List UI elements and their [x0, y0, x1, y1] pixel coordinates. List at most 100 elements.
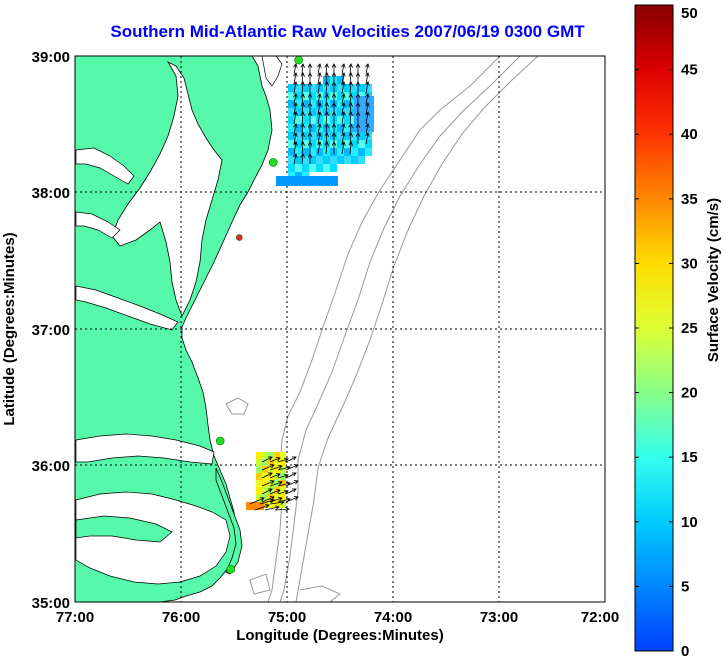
current-arrow: [269, 489, 281, 495]
x-axis: 77:00 76:00 75:00 74:00 73:00 72:00 Long…: [56, 609, 619, 644]
velocity-cell: [262, 501, 268, 508]
velocity-cell: [344, 124, 351, 132]
current-arrow: [285, 456, 297, 463]
velocity-cell: [330, 164, 337, 172]
velocity-cell: [268, 473, 274, 480]
velocity-cell: [365, 148, 372, 156]
velocity-cell: [288, 116, 295, 124]
velocity-cell: [288, 100, 295, 108]
current-arrow: [341, 132, 346, 145]
radar-station-marker[interactable]: [236, 234, 243, 241]
current-arrow: [324, 132, 329, 145]
velocity-cell: [295, 124, 302, 132]
velocity-cell: [302, 92, 309, 100]
velocity-cell: [295, 116, 302, 124]
velocity-cell: [330, 76, 337, 84]
velocity-cell: [316, 148, 323, 156]
y-axis-label: Latitude (Degrees:Minutes): [1, 232, 18, 425]
current-arrow: [341, 141, 346, 155]
velocity-cell: [288, 140, 295, 148]
y-tick-label: 35:00: [32, 595, 70, 612]
velocity-cell: [316, 156, 323, 164]
current-arrow: [317, 102, 322, 115]
current-arrow: [293, 141, 298, 155]
y-tick-label: 39:00: [32, 49, 70, 66]
velocity-cell: [280, 480, 286, 487]
velocity-cell: [280, 487, 286, 494]
current-arrow: [269, 473, 281, 479]
velocity-cell: [330, 148, 337, 156]
velocity-cell: [365, 84, 372, 92]
x-tick-label: 72:00: [581, 609, 619, 626]
velocity-cell: [344, 116, 351, 124]
grid-lines: [75, 56, 605, 602]
y-tick-label: 37:00: [32, 322, 70, 339]
colorbar-tick-label: 0: [681, 643, 689, 659]
velocity-cell: [268, 480, 274, 487]
current-arrow: [331, 81, 337, 94]
velocity-cell: [344, 84, 351, 92]
velocity-cell: [309, 148, 316, 156]
current-arrow: [341, 93, 346, 105]
current-arrow: [261, 480, 275, 487]
velocity-cell: [344, 156, 351, 164]
current-arrow: [341, 102, 346, 115]
velocity-cell: [274, 501, 280, 508]
current-arrow: [348, 102, 353, 115]
velocity-cell: [330, 156, 337, 164]
x-tick-label: 75:00: [268, 609, 306, 626]
radar-station-marker[interactable]: [215, 436, 225, 446]
current-arrow: [307, 81, 313, 94]
current-arrow: [317, 132, 322, 145]
velocity-cell: [256, 487, 262, 494]
current-arrow: [300, 111, 305, 125]
radar-stations: [215, 55, 303, 574]
velocity-cell: [302, 108, 309, 116]
current-arrow: [261, 456, 273, 463]
velocity-cell: [288, 132, 295, 140]
velocity-cell: [351, 84, 358, 92]
current-arrow: [348, 141, 353, 155]
colorbar-tick-label: 50: [681, 5, 698, 22]
velocity-cell: [288, 92, 295, 100]
radar-station-marker[interactable]: [226, 564, 236, 574]
current-arrow: [300, 153, 305, 165]
velocity-cell: [309, 132, 316, 140]
current-arrow: [300, 141, 305, 155]
velocity-cell: [268, 501, 274, 508]
y-tick-label: 36:00: [32, 458, 70, 475]
velocity-cell: [316, 116, 323, 124]
current-arrow: [348, 123, 353, 135]
current-arrow: [293, 123, 298, 135]
current-arrow: [365, 93, 370, 105]
outer-banks: [215, 467, 243, 575]
current-arrow: [300, 102, 305, 115]
velocity-cell: [337, 92, 344, 100]
current-arrow: [365, 132, 370, 145]
radar-station-marker[interactable]: [268, 158, 278, 167]
colorbar-tick-label: 25: [681, 320, 698, 337]
velocity-cell: [309, 140, 316, 148]
velocity-cell: [256, 494, 262, 501]
velocity-cell: [351, 132, 358, 140]
velocity-cell: [337, 140, 344, 148]
velocity-cell: [274, 466, 280, 473]
colorbar-gradient: [634, 4, 674, 652]
current-arrow: [293, 153, 298, 165]
radar-station-marker[interactable]: [294, 55, 303, 65]
velocity-cell: [295, 164, 302, 172]
current-arrow: [277, 489, 289, 495]
current-arrow: [307, 153, 313, 164]
velocity-cell: [274, 487, 280, 494]
velocity-cell: [344, 92, 351, 100]
x-tick-label: 73:00: [480, 609, 518, 626]
velocity-cell: [288, 124, 295, 132]
velocity-cell: [262, 459, 268, 466]
velocity-cell: [295, 108, 302, 116]
velocity-cell: [302, 156, 309, 164]
current-arrow: [331, 111, 337, 124]
velocity-cell: [268, 452, 274, 459]
velocity-cell: [344, 140, 351, 148]
land-mass: [74, 55, 283, 603]
velocity-cell: [323, 156, 330, 164]
